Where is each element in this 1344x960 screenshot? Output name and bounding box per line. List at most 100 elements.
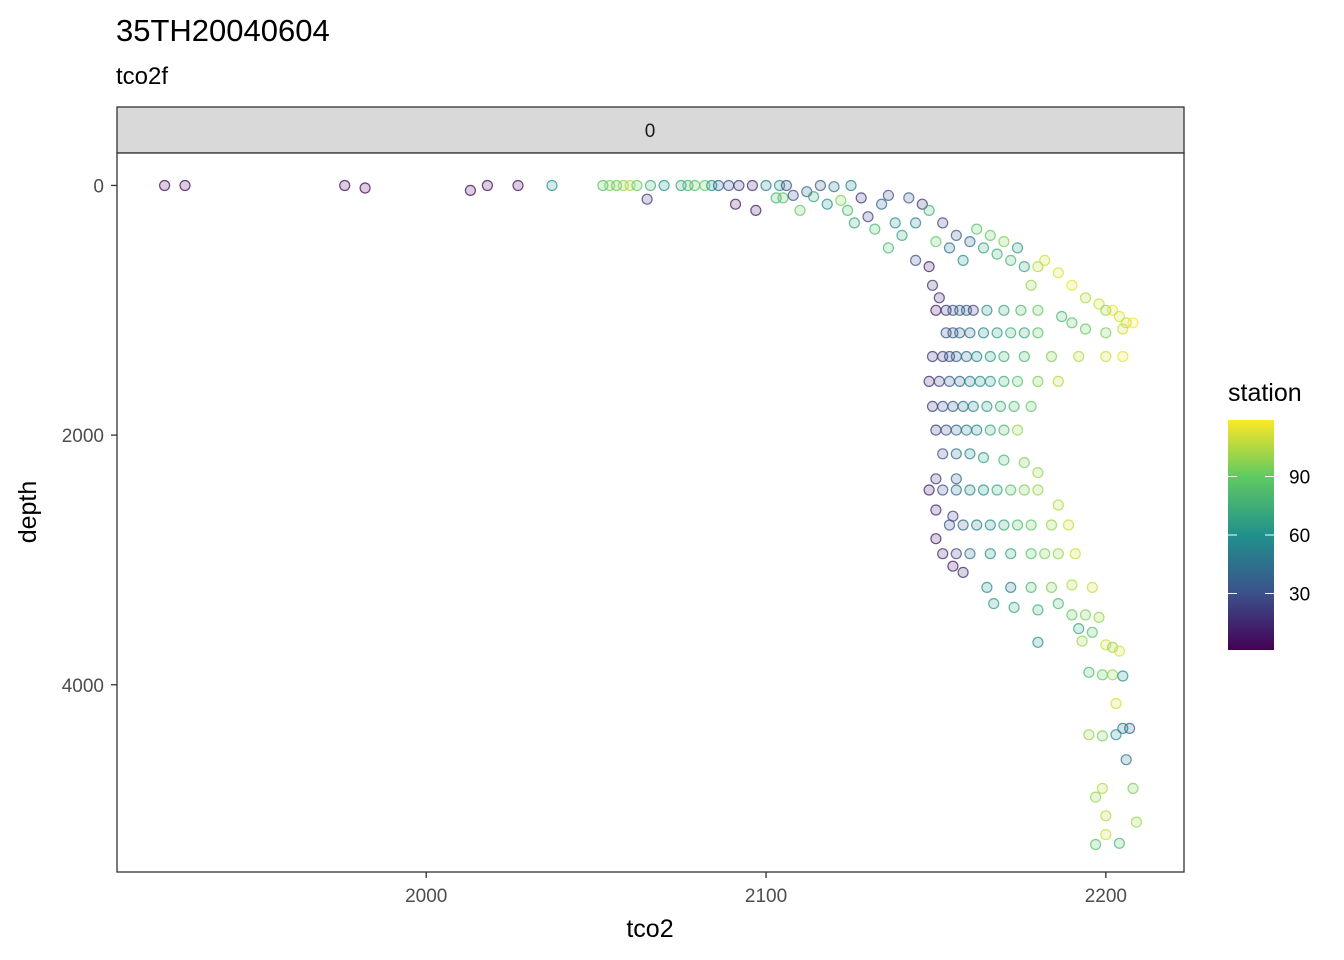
data-point	[991, 484, 1003, 496]
data-point	[807, 191, 820, 203]
data-point	[998, 304, 1010, 316]
data-point	[926, 400, 939, 412]
data-point	[926, 350, 939, 363]
data-point	[950, 448, 962, 460]
data-point	[971, 424, 983, 436]
data-point	[1052, 597, 1064, 610]
data-point	[950, 548, 962, 560]
data-point	[930, 504, 942, 516]
data-point	[984, 424, 996, 436]
data-point	[1093, 611, 1105, 624]
data-point	[1066, 279, 1078, 291]
data-point	[464, 184, 476, 196]
data-point	[733, 179, 745, 192]
data-point	[977, 484, 990, 496]
data-point	[1100, 639, 1112, 651]
data-point	[940, 424, 952, 436]
data-point	[998, 236, 1010, 248]
data-point	[1123, 722, 1136, 735]
data-point	[1056, 310, 1068, 323]
data-point	[1130, 816, 1143, 828]
y-axis-title: depth	[14, 481, 42, 544]
data-point	[641, 193, 653, 205]
data-point	[977, 242, 990, 254]
data-point	[1045, 581, 1058, 594]
data-point	[1032, 604, 1044, 616]
data-point	[841, 204, 854, 216]
data-point	[689, 179, 701, 192]
data-point	[937, 548, 949, 560]
data-point	[1011, 519, 1024, 531]
y-tick-label: 2000	[62, 426, 104, 447]
data-point	[1089, 791, 1102, 803]
data-point	[1039, 254, 1051, 266]
data-point	[159, 179, 171, 192]
data-point	[179, 179, 191, 192]
data-point	[1100, 327, 1112, 339]
data-point	[971, 519, 983, 531]
data-point	[977, 327, 990, 339]
data-point	[923, 261, 935, 273]
data-point	[1005, 484, 1017, 496]
data-point	[1066, 579, 1078, 591]
data-point	[933, 292, 945, 304]
data-point	[998, 454, 1010, 466]
data-point	[1025, 548, 1037, 560]
data-point	[777, 192, 789, 204]
data-point	[971, 223, 983, 235]
data-point	[943, 375, 956, 387]
data-point	[848, 217, 861, 229]
data-point	[780, 179, 793, 192]
data-point	[1008, 400, 1020, 412]
data-point	[964, 236, 976, 248]
data-point	[729, 198, 742, 210]
data-point	[1100, 810, 1112, 822]
data-point	[1086, 581, 1098, 594]
data-point	[1018, 350, 1030, 363]
data-point	[984, 519, 996, 531]
data-point	[1008, 601, 1020, 614]
data-point	[1106, 304, 1119, 316]
data-point	[981, 400, 993, 412]
data-point	[1117, 670, 1129, 682]
x-axis: 2000 2100 2200	[405, 872, 1127, 907]
data-point	[1113, 310, 1126, 323]
data-point	[930, 304, 942, 316]
y-tick-label: 0	[93, 176, 104, 197]
data-point	[1052, 548, 1064, 560]
data-point	[1032, 484, 1044, 496]
data-point	[1089, 838, 1102, 851]
data-point	[923, 375, 935, 387]
data-point	[1100, 350, 1112, 363]
data-point	[1113, 645, 1126, 657]
data-point	[1032, 636, 1044, 648]
data-point	[964, 448, 976, 460]
data-point	[974, 375, 986, 387]
data-point	[988, 597, 1000, 610]
data-point	[746, 179, 759, 192]
data-point	[1066, 609, 1078, 621]
data-point	[814, 179, 827, 192]
data-point	[1045, 519, 1058, 531]
data-point	[1025, 279, 1037, 291]
data-point	[998, 375, 1010, 387]
data-point	[1076, 635, 1088, 647]
data-point	[1018, 327, 1030, 339]
data-point	[930, 533, 942, 545]
data-point	[750, 204, 762, 216]
panel-border	[116, 152, 1185, 873]
data-point	[1005, 581, 1017, 594]
data-point	[658, 179, 670, 192]
data-point	[909, 254, 922, 266]
data-point	[930, 473, 942, 485]
data-point	[981, 581, 993, 594]
data-point	[712, 179, 725, 192]
data-point	[896, 229, 908, 241]
y-tick-label: 4000	[62, 676, 104, 697]
data-point	[1062, 519, 1075, 531]
data-point	[1079, 323, 1092, 335]
facet-strip	[116, 106, 1185, 154]
data-point	[937, 217, 949, 229]
data-point	[787, 189, 799, 201]
